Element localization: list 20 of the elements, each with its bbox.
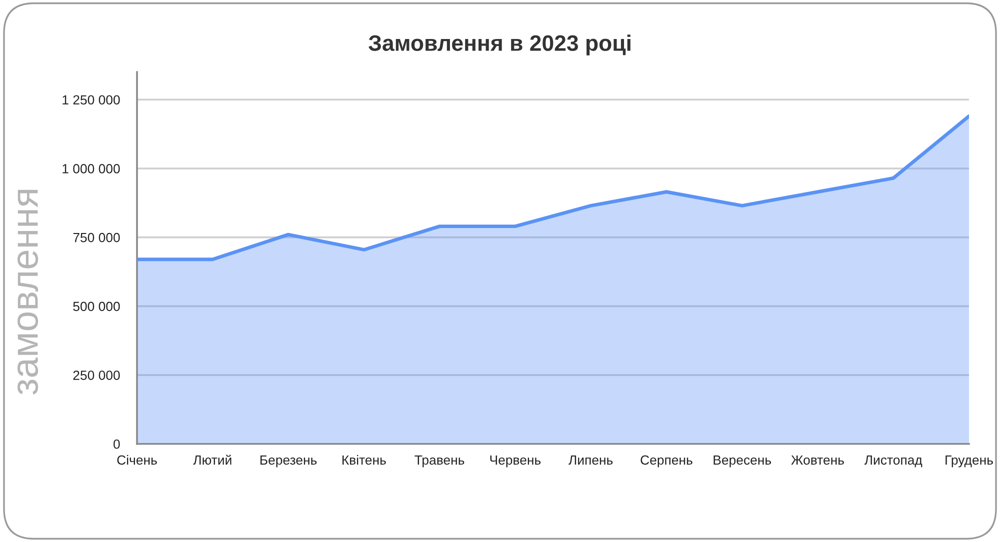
y-axis-title: замовлення	[18, 190, 38, 395]
y-tick-label: 750 000	[73, 232, 120, 242]
x-tick-label: Червень	[490, 455, 541, 468]
x-tick-label: Грудень	[946, 455, 993, 468]
y-tick-label: 1 250 000	[62, 95, 120, 105]
x-tick-label: Березень	[260, 455, 317, 468]
x-tick-label: Квітень	[342, 455, 386, 465]
x-tick-label: Лютий	[193, 454, 232, 465]
x-tick-label: Серпень	[640, 455, 692, 468]
x-tick-label: Липень	[568, 455, 613, 465]
x-tick-label: Травень	[414, 455, 464, 468]
chart-title: Замовлення в 2023 році	[368, 34, 630, 56]
y-tick-label: 1 000 000	[62, 164, 120, 174]
y-tick-label: 500 000	[73, 302, 120, 312]
x-tick-label: Жовтень	[791, 455, 844, 465]
x-tick-label: Вересень	[714, 455, 772, 468]
x-tick-label: Січень	[117, 455, 157, 465]
y-tick-label: 250 000	[73, 370, 120, 380]
x-tick-label: Листопад	[864, 455, 922, 468]
y-tick-label: 0	[114, 439, 120, 449]
